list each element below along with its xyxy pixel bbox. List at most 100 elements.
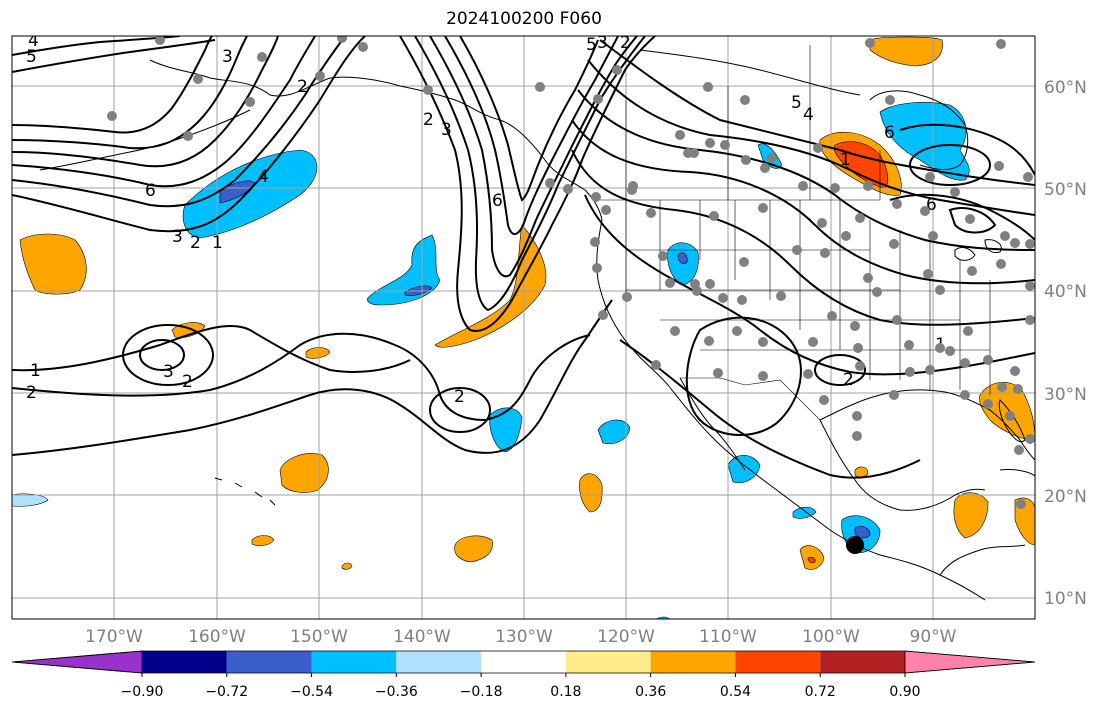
station-dot [776, 291, 786, 301]
colorbar-tick-label: 0.18 [550, 684, 581, 700]
station-dot [925, 365, 935, 375]
contour-label: 4 [803, 105, 814, 125]
station-dot [997, 382, 1007, 392]
contour-label: 2 [620, 33, 631, 53]
station-dot [563, 184, 573, 194]
orange-region [251, 535, 275, 546]
station-dot [960, 390, 970, 400]
station-dot [713, 368, 723, 378]
station-dot [945, 346, 955, 356]
station-dot [1016, 499, 1026, 509]
orange-region [579, 473, 603, 513]
station-dot [792, 245, 802, 255]
station-dot [658, 251, 668, 261]
colorbar-segment [226, 651, 312, 673]
arctic-coast [639, 49, 861, 96]
station-dot [872, 287, 882, 297]
contour-label: 3 [172, 227, 183, 247]
contour-label: 2 [297, 77, 308, 97]
station-dot [892, 199, 902, 209]
station-dot [808, 337, 818, 347]
aleutians [39, 109, 251, 171]
map-title: 2024100200 F060 [446, 9, 602, 29]
mexico-gulf [819, 419, 986, 511]
station-dot [798, 181, 808, 191]
colorbar-segment [820, 651, 905, 673]
station-dot [257, 52, 267, 62]
station-dot [963, 326, 973, 336]
contour-label: 2 [182, 372, 193, 392]
station-dot [1025, 239, 1035, 249]
station-dot [885, 95, 895, 105]
colorbar-segment [735, 651, 821, 673]
contour-label: 1 [212, 233, 223, 253]
station-dot [622, 292, 632, 302]
lon-label-130w: 130°W [495, 627, 553, 647]
station-dot [193, 74, 203, 84]
baja-coast [679, 377, 746, 471]
station-dot [950, 187, 960, 197]
station-dot [689, 148, 699, 158]
station-dot [612, 65, 622, 75]
blue-region [12, 493, 49, 507]
orange-region [341, 562, 353, 570]
lat-label-30n: 30°N [1044, 385, 1087, 405]
station-dot [820, 248, 830, 258]
station-dot [1005, 411, 1015, 421]
contours [12, 36, 1035, 479]
station-dot [863, 181, 873, 191]
station-dot [996, 39, 1006, 49]
station-dot [983, 399, 993, 409]
station-dot [863, 273, 873, 283]
colorbar-segment [565, 651, 651, 673]
station-dot [935, 285, 945, 295]
orange-region [869, 36, 943, 67]
latitude-axis: 60°N 50°N 40°N 30°N 20°N 10°N [1044, 78, 1087, 609]
longitude-axis: 170°W 160°W 150°W 140°W 130°W 120°W 110°… [85, 627, 957, 647]
station-dot [758, 371, 768, 381]
contour-label: 1 [30, 361, 41, 381]
station-dot [646, 208, 656, 218]
station-dot [850, 321, 860, 331]
orange-region [434, 224, 547, 348]
station-dot [817, 218, 827, 228]
station-dot [358, 42, 368, 52]
contour-label: 2 [190, 233, 201, 253]
station-dot [670, 326, 680, 336]
colorbar-arrow-right [904, 650, 1036, 674]
station-dot [703, 82, 713, 92]
lat-label-20n: 20°N [1044, 487, 1087, 507]
station-dot [928, 231, 938, 241]
station-dot [737, 295, 747, 305]
colorbar-tick-label: 0.90 [889, 684, 920, 700]
station-dot [960, 358, 970, 368]
west-coast [596, 219, 986, 601]
station-dot [852, 431, 862, 441]
lat-label-60n: 60°N [1044, 78, 1087, 98]
colorbar-segment [396, 651, 482, 673]
orange-region [454, 535, 493, 563]
blue-region [367, 234, 441, 306]
lat-label-50n: 50°N [1044, 180, 1087, 200]
orange-region [1014, 497, 1035, 546]
station-dot [591, 192, 601, 202]
colorbar-tick-label: 0.36 [635, 684, 666, 700]
contour-label: 6 [492, 191, 503, 211]
shaded-fields [12, 36, 1035, 619]
station-dot [803, 369, 813, 379]
station-dot [245, 97, 255, 107]
station-dot [889, 239, 899, 249]
station-dot [1025, 281, 1035, 291]
station-dot [423, 85, 433, 95]
station-dot [593, 94, 603, 104]
station-dot [994, 161, 1004, 171]
contour-label: 2 [454, 387, 465, 407]
lon-label-150w: 150°W [290, 627, 348, 647]
colorbar-tick-label: −0.72 [205, 684, 248, 700]
station-dot [1023, 172, 1033, 182]
station-dot [535, 82, 545, 92]
station-dot [855, 361, 865, 371]
station-dot [741, 155, 751, 165]
station-dot [923, 269, 933, 279]
station-dot [905, 367, 915, 377]
